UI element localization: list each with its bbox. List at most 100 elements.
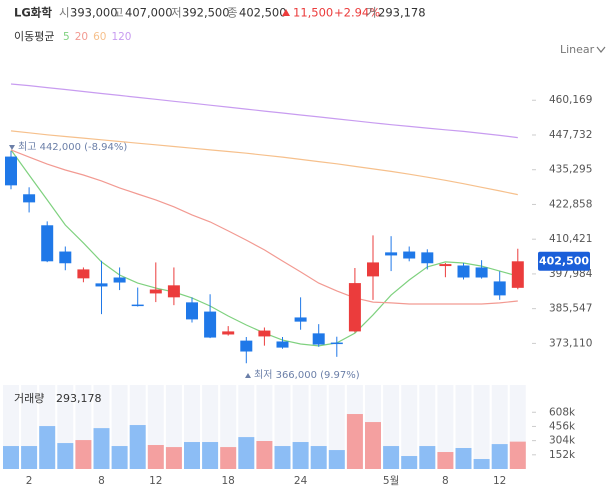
- volume-bar: [491, 444, 508, 469]
- scale-chevron[interactable]: [596, 46, 606, 53]
- volume-bar: [184, 442, 200, 469]
- volume-bar: [292, 442, 309, 469]
- volume-bar: [202, 442, 219, 469]
- ma-legend: 60: [93, 31, 106, 43]
- x-tick-label: 18: [222, 475, 235, 487]
- candle-body: [204, 311, 217, 338]
- candle-body: [367, 262, 379, 277]
- candle-body: [294, 317, 307, 322]
- close-label: 종: [227, 6, 238, 20]
- candle-body: [493, 281, 506, 296]
- volume-value: 293,178: [378, 6, 426, 20]
- last-price-label: 402,500: [539, 254, 589, 267]
- volume-bar: [3, 446, 19, 469]
- volume-bar: [383, 446, 400, 469]
- volume-tick-label: 304k: [549, 435, 576, 447]
- volume-tick-label: 456k: [549, 420, 576, 432]
- candle-body: [276, 341, 289, 348]
- volume-bar: [57, 443, 74, 469]
- candle-body: [59, 251, 72, 264]
- candle-body: [95, 283, 108, 287]
- candle-body: [186, 302, 198, 320]
- volume-bar: [437, 452, 454, 469]
- volume-last: 293,178: [56, 392, 102, 405]
- ma-legend: 5: [63, 31, 70, 43]
- x-tick-label: 12: [493, 475, 506, 487]
- volume-bar: [419, 446, 436, 469]
- min-marker: [245, 373, 251, 378]
- candle-body: [421, 252, 434, 264]
- volume-bar: [310, 446, 327, 469]
- candle-body: [222, 331, 235, 335]
- volume-bar: [328, 450, 345, 469]
- candle-body: [330, 342, 343, 345]
- ma-title: 이동평균: [14, 30, 54, 43]
- max-marker: [9, 145, 15, 150]
- x-tick-label: 12: [149, 475, 162, 487]
- volume-bar: [401, 456, 418, 469]
- candle-body: [475, 267, 488, 278]
- min-annotation: 최저 366,000 (9.97%): [254, 369, 360, 381]
- candle-body: [113, 277, 126, 283]
- volume-bar: [93, 428, 110, 469]
- ma-line: [10, 130, 518, 196]
- ma-line: [10, 149, 518, 305]
- volume-bg: [401, 385, 418, 469]
- change-pct: +2.94%: [334, 6, 380, 20]
- volume-bar: [129, 425, 146, 469]
- open-label: 시: [59, 6, 70, 20]
- volume-bar: [455, 448, 472, 469]
- scale-mode[interactable]: Linear: [560, 43, 595, 56]
- y-tick-label: 373,110: [549, 337, 592, 349]
- volume-title: 거래량: [14, 392, 44, 405]
- candle-body: [23, 194, 36, 203]
- candle-body: [511, 261, 524, 288]
- volume-bar: [39, 426, 56, 469]
- candle-body: [167, 285, 180, 298]
- candle-body: [77, 269, 90, 279]
- y-tick-label: 447,732: [549, 129, 592, 141]
- candle-body: [457, 265, 470, 278]
- y-tick-label: 410,421: [549, 233, 592, 245]
- high-label: 고: [113, 6, 124, 20]
- volume-tick-label: 152k: [549, 449, 576, 461]
- candle-body: [312, 333, 325, 345]
- candle-body: [348, 283, 361, 332]
- ma-legend: 20: [75, 31, 88, 43]
- candle-body: [240, 340, 253, 352]
- low-label: 저: [171, 6, 182, 20]
- y-tick-label: 460,169: [549, 94, 592, 106]
- last-price-badge: [538, 251, 590, 271]
- candle-body: [385, 252, 398, 256]
- candle-body: [5, 156, 17, 186]
- volume-bar: [274, 446, 291, 469]
- ma-line: [10, 83, 518, 139]
- change-value: 11,500: [293, 6, 333, 20]
- stock-name: LG화학: [14, 6, 52, 20]
- volume-bar: [365, 422, 381, 469]
- volume-bg: [437, 385, 454, 469]
- candle-body: [149, 289, 162, 294]
- high-value: 407,000: [125, 6, 173, 20]
- volume-tick-label: 608k: [549, 406, 576, 418]
- volume-bg: [328, 385, 345, 469]
- volume-bar: [346, 414, 363, 469]
- candle-body: [41, 225, 54, 262]
- y-tick-label: 397,984: [549, 268, 593, 280]
- x-tick-label: 2: [26, 475, 33, 487]
- volume-bar: [147, 445, 164, 469]
- y-tick-label: 385,547: [549, 303, 592, 315]
- close-value: 402,500: [239, 6, 287, 20]
- low-value: 392,500: [182, 6, 230, 20]
- volume-bar: [473, 459, 490, 469]
- y-tick-label: 435,295: [549, 164, 592, 176]
- ma-legend: 120: [111, 31, 131, 43]
- volume-bar: [220, 447, 237, 469]
- x-tick-label: 5월: [383, 475, 399, 487]
- volume-bar: [111, 446, 128, 469]
- volume-bar: [256, 441, 273, 469]
- volume-bar: [238, 437, 255, 469]
- candle-body: [131, 304, 144, 307]
- open-value: 393,000: [70, 6, 118, 20]
